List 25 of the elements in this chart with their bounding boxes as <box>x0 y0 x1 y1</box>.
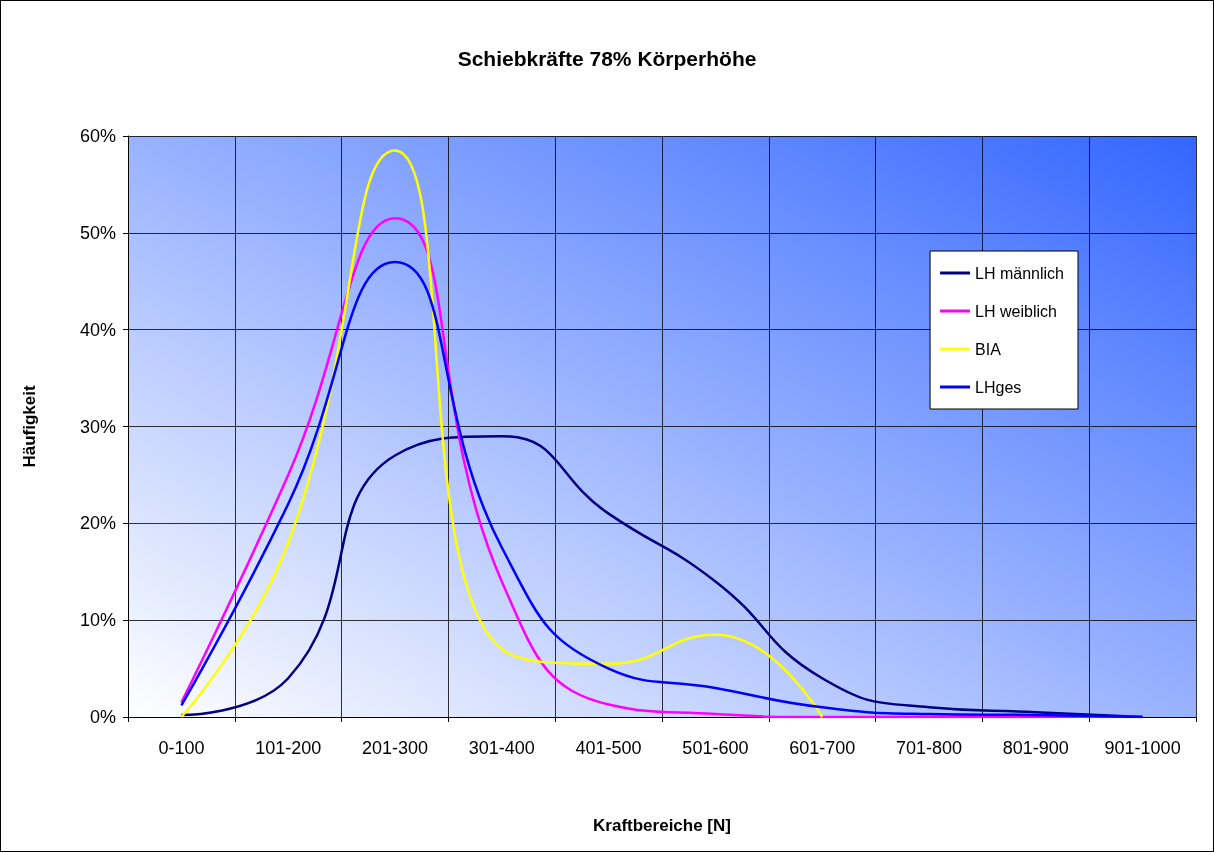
x-tick-label: 801-900 <box>1002 738 1069 758</box>
y-tick-label: 20% <box>79 513 116 534</box>
legend-label: LH weiblich <box>975 302 1057 320</box>
y-tick-label: 40% <box>79 319 116 340</box>
x-tick-label: 501-600 <box>682 738 749 758</box>
legend-label: LHges <box>975 378 1022 396</box>
chart-title: Schiebkräfte 78% Körperhöhe <box>457 47 757 70</box>
x-tick-label: 0-100 <box>158 738 205 758</box>
x-tick-label: 701-800 <box>895 738 963 758</box>
legend-label: BIA <box>975 340 1002 358</box>
x-tick-label: 901-1000 <box>1104 738 1181 758</box>
y-tick-label: 60% <box>79 126 116 146</box>
line-series <box>180 149 824 719</box>
x-tick-label: 601-700 <box>789 738 856 758</box>
y-tick-label: 50% <box>79 222 116 243</box>
legend-label: LH männlich <box>975 264 1065 282</box>
y-tick-label: 10% <box>79 610 116 631</box>
y-tick-label: 30% <box>79 416 116 437</box>
x-tick-label: 101-200 <box>255 738 322 758</box>
x-axis-title: Kraftbereiche [N] <box>593 816 731 835</box>
y-axis-title: Häufigkeit <box>20 385 39 468</box>
y-tick-label: 0% <box>89 707 116 727</box>
x-tick-label: 301-400 <box>468 738 535 758</box>
x-tick-label: 401-500 <box>575 738 642 758</box>
x-tick-label: 201-300 <box>361 738 429 758</box>
